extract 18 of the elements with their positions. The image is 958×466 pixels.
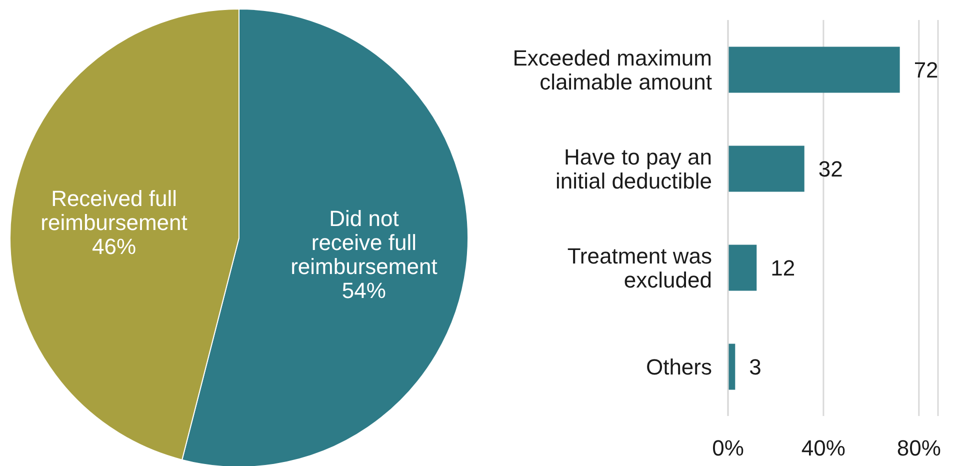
bar — [728, 244, 757, 291]
y-tick-label: Exceeded maximum claimable amount — [512, 45, 712, 94]
data-label: 32 — [818, 156, 843, 182]
data-label: 46% — [92, 234, 136, 259]
slice-label: Did not receive full reimbursement — [290, 205, 438, 278]
slice-label: Received full reimbursement — [40, 186, 188, 235]
y-tick-label: Have to pay an initial deductible — [555, 144, 712, 193]
y-tick-label: Others — [646, 354, 712, 379]
x-tick-label: 80% — [896, 436, 941, 461]
data-label: 72 — [914, 58, 938, 83]
y-tick-label: Treatment was excluded — [567, 243, 712, 292]
x-tick-label: 40% — [801, 436, 846, 461]
data-label: 3 — [749, 354, 762, 380]
x-tick-label: 0% — [712, 436, 744, 461]
data-label: 12 — [770, 256, 796, 281]
bar — [728, 146, 804, 192]
data-label: 54% — [342, 277, 386, 302]
bar — [728, 46, 900, 93]
